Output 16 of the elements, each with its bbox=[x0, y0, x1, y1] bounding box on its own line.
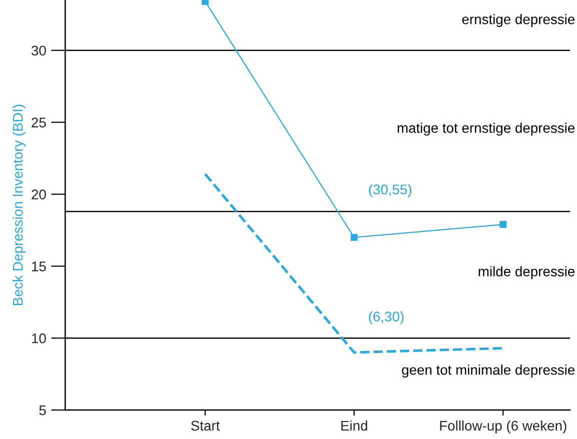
y-tick-label: 30 bbox=[32, 46, 46, 56]
y-tick-label: 20 bbox=[32, 190, 46, 200]
x-tick-label: Eind bbox=[341, 420, 368, 431]
y-tick-label: 5 bbox=[39, 406, 46, 416]
y-tick-label: 10 bbox=[32, 333, 46, 344]
annotation: (30,55) bbox=[368, 184, 412, 198]
y-tick-label: 25 bbox=[32, 118, 46, 128]
x-tick-label: Start bbox=[191, 420, 220, 431]
annotation: (6,30) bbox=[368, 311, 404, 324]
annotation: milde depressie bbox=[478, 266, 575, 280]
annotation: geen tot minimale depressie bbox=[402, 364, 575, 378]
x-tick-label: Folllow-up (6 weken) bbox=[440, 420, 566, 434]
annotation: ernstige depressie bbox=[462, 14, 575, 27]
y-tick-label: 15 bbox=[32, 262, 46, 272]
annotation: matige tot ernstige depressie bbox=[398, 122, 575, 136]
y-axis-title: Beck Depression Inventory (BDI) bbox=[12, 104, 26, 305]
